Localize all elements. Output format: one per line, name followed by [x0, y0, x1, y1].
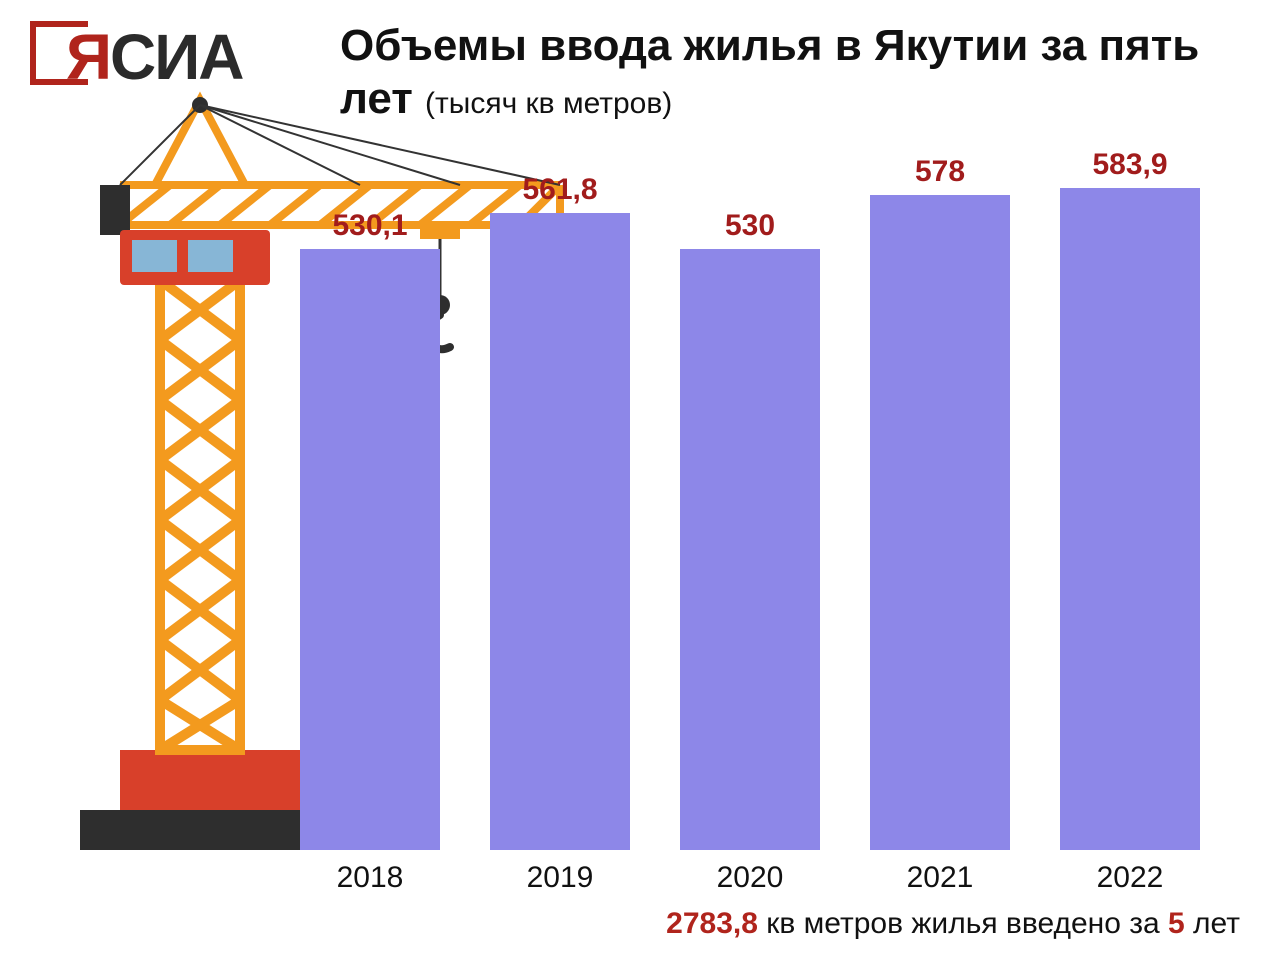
- logo-red-letter: Я: [66, 21, 110, 93]
- bar-category-label: 2022: [1060, 861, 1200, 895]
- bar-category-label: 2020: [680, 861, 820, 895]
- bar-category-label: 2018: [300, 861, 440, 895]
- bar: [870, 195, 1010, 850]
- bar: [1060, 188, 1200, 850]
- bar-slot: 530,12018: [300, 209, 440, 850]
- footer-tail: лет: [1185, 907, 1240, 940]
- bar: [680, 249, 820, 850]
- footer-mid: кв метров жилья введено за: [758, 907, 1168, 940]
- bar: [300, 249, 440, 850]
- bar-category-label: 2021: [870, 861, 1010, 895]
- bar-slot: 583,92022: [1060, 148, 1200, 850]
- footer-total: 2783,8: [666, 907, 758, 940]
- logo: ЯСИА: [30, 20, 242, 94]
- bar-category-label: 2019: [490, 861, 630, 895]
- bar-value-label: 530: [680, 209, 820, 243]
- footer-years: 5: [1168, 907, 1185, 940]
- bar-value-label: 561,8: [490, 173, 630, 207]
- bar-slot: 5782021: [870, 155, 1010, 850]
- bar-value-label: 583,9: [1060, 148, 1200, 182]
- infographic-root: ЯСИА Объемы ввода жилья в Якутии за пять…: [0, 0, 1280, 961]
- bar-slot: 5302020: [680, 209, 820, 850]
- bar-slot: 561,82019: [490, 173, 630, 850]
- bar: [490, 213, 630, 850]
- bar-chart: 530,12018561,8201953020205782021583,9202…: [300, 170, 1250, 850]
- bar-value-label: 530,1: [300, 209, 440, 243]
- bar-value-label: 578: [870, 155, 1010, 189]
- footer-summary: 2783,8 кв метров жилья введено за 5 лет: [666, 907, 1240, 941]
- logo-dark-letters: СИА: [110, 21, 242, 93]
